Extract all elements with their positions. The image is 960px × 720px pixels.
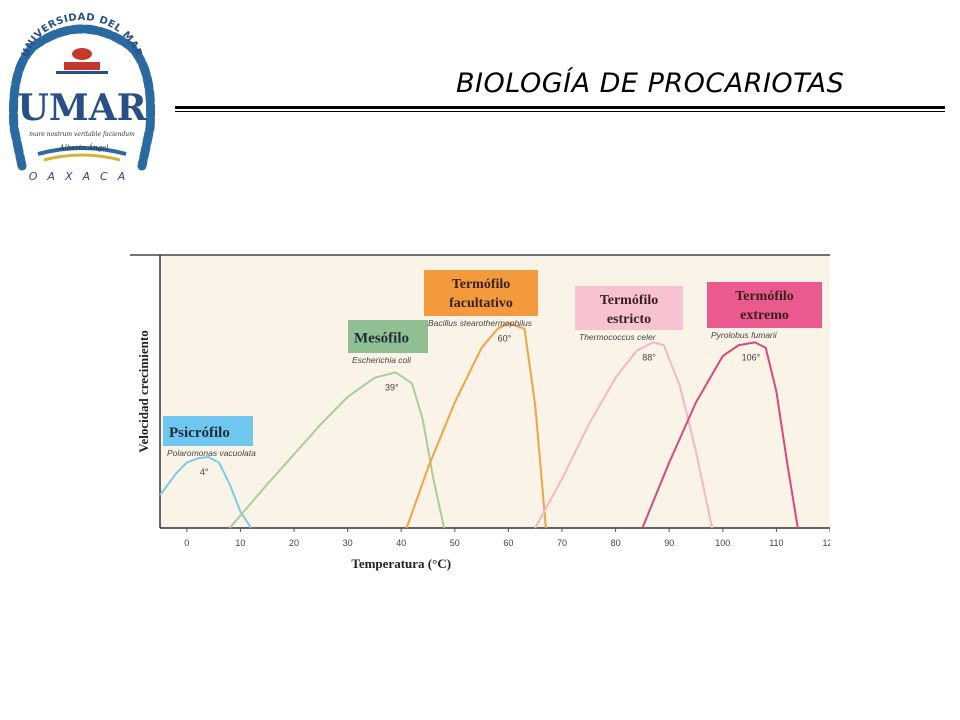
series-label-box xyxy=(575,286,683,330)
svg-text:mare nostrum veritable faciend: mare nostrum veritable faciendum xyxy=(29,131,135,138)
x-tick-label: 60 xyxy=(503,538,513,548)
series-organism: Thermococcus celer xyxy=(579,332,657,342)
series-name: Termófilo xyxy=(735,289,794,304)
x-tick-label: 70 xyxy=(557,538,567,548)
x-tick-label: 120 xyxy=(822,538,830,548)
x-tick-label: 30 xyxy=(343,538,353,548)
x-tick-label: 110 xyxy=(769,538,783,548)
series-line xyxy=(641,341,799,529)
series-name: facultativo xyxy=(449,296,513,311)
series-name: estricto xyxy=(607,312,651,327)
series-label-box xyxy=(424,270,538,316)
x-tick-label: 50 xyxy=(450,538,460,548)
optimum-label: 4° xyxy=(200,467,209,477)
series-line xyxy=(228,371,446,529)
x-tick-label: 0 xyxy=(184,538,189,548)
title-underline-thin xyxy=(175,111,945,112)
svg-text:OAXACA: OAXACA xyxy=(29,170,135,183)
series-name: Termófilo xyxy=(452,277,511,292)
optimum-label: 60° xyxy=(498,333,512,343)
series-organism: Escherichia coli xyxy=(352,355,412,365)
x-tick-label: 100 xyxy=(715,538,730,548)
x-tick-label: 80 xyxy=(611,538,621,548)
series-line xyxy=(159,456,252,529)
growth-temperature-chart: 0 10 20 30 40 50 60 70 80 90 100 110 120 Temperatura … xyxy=(130,240,838,580)
series-5: 106° Termófilo extremo Pyrolobus fumarii xyxy=(641,282,822,529)
optimum-label: 88° xyxy=(642,352,656,362)
series-label-box xyxy=(348,320,428,353)
svg-text:Alberto Ángel: Alberto Ángel xyxy=(59,143,109,152)
page-title: BIOLOGÍA DE PROCARIOTAS xyxy=(456,68,845,99)
series-3: 60° Termófilo facultativo Bacillus stearoth… xyxy=(405,270,547,529)
series-name: Mesófilo xyxy=(354,331,409,347)
series-label-box xyxy=(163,416,253,446)
series-2: 39° Mesófilo Escherichia coli xyxy=(228,320,446,529)
series-name: Psicrófilo xyxy=(169,425,230,441)
x-tick-label: 20 xyxy=(289,538,299,548)
x-tick-label: 90 xyxy=(664,538,674,548)
optimum-label: 39° xyxy=(385,382,399,392)
y-axis-label: Velocidad crecimiento xyxy=(136,330,151,452)
series-name: extremo xyxy=(740,308,789,323)
chart-svg: 0 10 20 30 40 50 60 70 80 90 100 110 120 Temperatura … xyxy=(130,254,838,571)
series-4: 88° Termófilo estricto Thermococcus celer xyxy=(534,286,714,529)
optimum-label: 106° xyxy=(742,352,761,362)
x-tick-label: 40 xyxy=(396,538,406,548)
series-line xyxy=(405,322,547,529)
series-1: 4° Psicrófilo Polaromonas vacuolata xyxy=(159,416,256,529)
universidad-del-mar-logo: UNIVERSIDAD DEL MAR UMAR mare nostrum ve… xyxy=(8,12,156,183)
title-underline xyxy=(175,106,945,109)
series-name: Termófilo xyxy=(600,293,659,308)
series-organism: Polaromonas vacuolata xyxy=(167,448,256,458)
x-tick-label: 10 xyxy=(235,538,245,548)
series-label-box xyxy=(707,282,822,328)
svg-text:UMAR: UMAR xyxy=(17,87,147,129)
series-organism: Pyrolobus fumarii xyxy=(711,330,778,340)
series-organism: Bacillus stearothermophilus xyxy=(428,318,533,328)
x-axis-label: Temperatura (°C) xyxy=(351,556,451,571)
